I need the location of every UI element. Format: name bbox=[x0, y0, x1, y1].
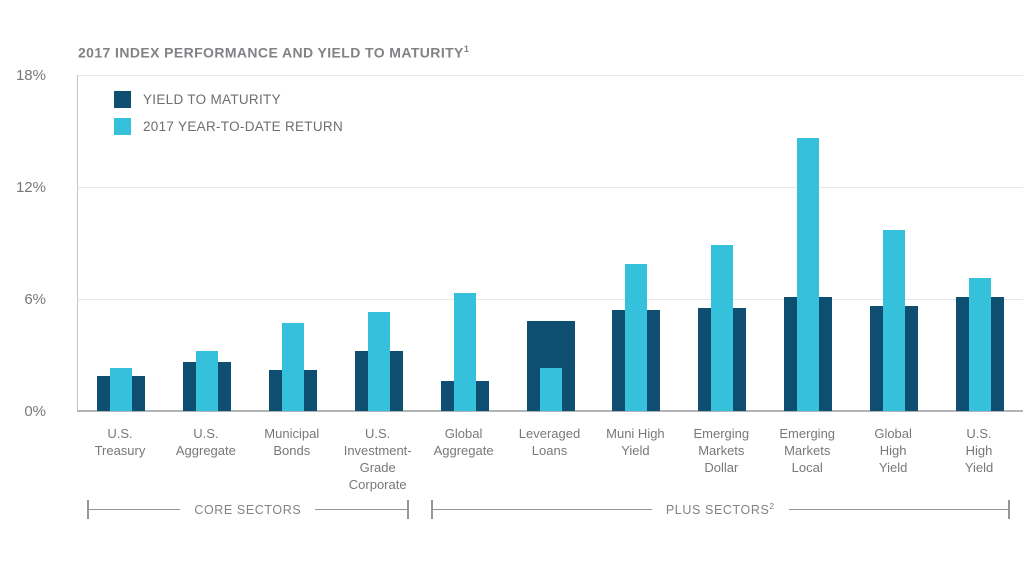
category-label-11: U.S. High Yield bbox=[964, 426, 994, 475]
legend-swatch-ytd-return bbox=[114, 118, 131, 135]
legend-row-return: 2017 YEAR-TO-DATE RETURN bbox=[114, 118, 343, 135]
legend-swatch-yield-to-maturity bbox=[114, 91, 131, 108]
category-label-1: U.S. Treasury bbox=[94, 426, 146, 458]
gridline-18% bbox=[78, 74, 1023, 76]
category-label-9: Emerging Markets Local bbox=[779, 426, 836, 475]
legend-label-ytd-return: 2017 YEAR-TO-DATE RETURN bbox=[143, 119, 343, 134]
sector-bracket-plus-sectors: PLUS SECTORS2 bbox=[430, 500, 1010, 519]
category-label-5: Global Aggregate bbox=[433, 426, 494, 458]
category-label-8: Emerging Markets Dollar bbox=[693, 426, 750, 475]
category-label-6: Leveraged Loans bbox=[518, 426, 581, 458]
category-label-2: U.S. Aggregate bbox=[175, 426, 236, 458]
y-tick-label: 18% bbox=[15, 67, 46, 84]
bar-ytd-return-2 bbox=[195, 351, 218, 411]
gridline-6% bbox=[78, 298, 1023, 300]
y-tick-label: 6% bbox=[24, 291, 46, 308]
bracket-line bbox=[788, 508, 1008, 511]
gridline-12% bbox=[78, 186, 1023, 188]
category-label-10: Global High Yield bbox=[874, 426, 912, 475]
category-label-4: U.S. Investment- Grade Corporate bbox=[343, 426, 412, 492]
y-tick-label: 0% bbox=[24, 403, 46, 420]
y-tick-label: 12% bbox=[15, 179, 46, 196]
x-axis-baseline bbox=[77, 410, 1023, 412]
plot-area: YIELD TO MATURITY 2017 YEAR-TO-DATE RETU… bbox=[77, 74, 1023, 412]
bracket-line bbox=[315, 508, 407, 511]
bracket-end-tick bbox=[1007, 500, 1010, 519]
bracket-end-tick bbox=[406, 500, 409, 519]
bracket-label: PLUS SECTORS2 bbox=[665, 501, 775, 518]
bracket-label: CORE SECTORS bbox=[194, 502, 302, 517]
bar-ytd-return-3 bbox=[281, 323, 304, 411]
legend-row-yield: YIELD TO MATURITY bbox=[114, 91, 343, 108]
bar-ytd-return-4 bbox=[367, 312, 390, 411]
bar-ytd-return-10 bbox=[883, 229, 906, 411]
legend-label-yield-to-maturity: YIELD TO MATURITY bbox=[143, 92, 281, 107]
bar-ytd-return-6 bbox=[539, 368, 562, 411]
sector-bracket-core-sectors: CORE SECTORS bbox=[87, 500, 409, 519]
chart-title-footnote-marker: 1 bbox=[463, 44, 470, 54]
bar-ytd-return-7 bbox=[625, 263, 648, 411]
category-axis: U.S. Treasury U.S. Aggregate Municipal Bonds U… bbox=[77, 425, 1022, 500]
chart-title-text: 2017 INDEX PERFORMANCE AND YIELD TO MATU… bbox=[78, 44, 464, 61]
bracket-line bbox=[89, 508, 181, 511]
chart-title: 2017 INDEX PERFORMANCE AND YIELD TO MATU… bbox=[78, 44, 469, 61]
bar-ytd-return-1 bbox=[109, 368, 132, 411]
bracket-end-tick bbox=[430, 500, 433, 519]
bracket-footnote-marker: 2 bbox=[769, 501, 775, 512]
bar-ytd-return-5 bbox=[453, 293, 476, 411]
bar-ytd-return-8 bbox=[711, 244, 734, 411]
bar-ytd-return-11 bbox=[969, 278, 992, 411]
bracket-line bbox=[432, 508, 652, 511]
legend: YIELD TO MATURITY 2017 YEAR-TO-DATE RETU… bbox=[114, 91, 343, 145]
bracket-end-tick bbox=[87, 500, 89, 519]
category-label-3: Municipal Bonds bbox=[264, 426, 320, 458]
bar-ytd-return-9 bbox=[797, 138, 820, 411]
category-label-7: Muni High Yield bbox=[606, 426, 665, 458]
